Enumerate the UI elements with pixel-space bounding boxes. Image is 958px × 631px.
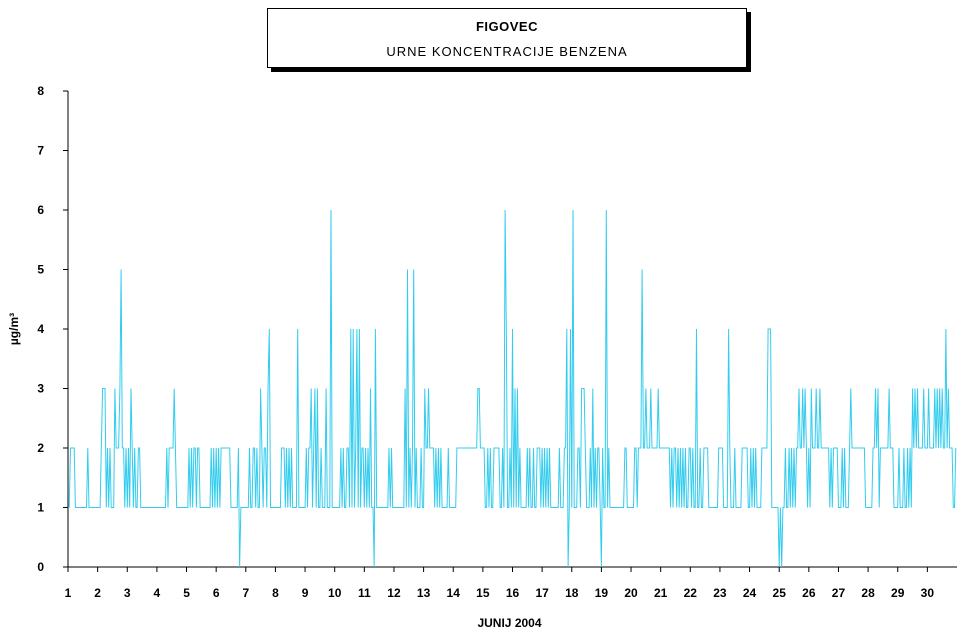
x-tick-label: 23 bbox=[713, 586, 727, 600]
y-axis-title: µg/m³ bbox=[7, 313, 21, 345]
chart-subtitle: URNE KONCENTRACIJE BENZENA bbox=[386, 44, 628, 59]
series-line-benzene bbox=[68, 209, 957, 568]
y-tick-label: 5 bbox=[37, 263, 44, 277]
x-tick-label: 19 bbox=[595, 586, 609, 600]
x-tick-label: 3 bbox=[124, 586, 131, 600]
y-tick-label: 2 bbox=[37, 441, 44, 455]
x-tick-label: 7 bbox=[242, 586, 249, 600]
x-tick-label: 10 bbox=[328, 586, 342, 600]
y-tick-label: 8 bbox=[37, 84, 44, 98]
x-tick-label: 2 bbox=[94, 586, 101, 600]
y-tick-label: 6 bbox=[37, 203, 44, 217]
x-tick-label: 15 bbox=[476, 586, 490, 600]
x-tick-label: 21 bbox=[654, 586, 668, 600]
x-tick-label: 13 bbox=[417, 586, 431, 600]
x-tick-label: 27 bbox=[832, 586, 846, 600]
x-tick-label: 24 bbox=[743, 586, 757, 600]
x-tick-label: 25 bbox=[773, 586, 787, 600]
y-tick-label: 3 bbox=[37, 382, 44, 396]
x-tick-label: 18 bbox=[565, 586, 579, 600]
x-tick-label: 14 bbox=[447, 586, 461, 600]
x-tick-label: 28 bbox=[861, 586, 875, 600]
chart-title-box: FIGOVEC URNE KONCENTRACIJE BENZENA bbox=[267, 8, 747, 68]
x-tick-label: 22 bbox=[684, 586, 698, 600]
chart-title: FIGOVEC bbox=[475, 19, 538, 34]
x-tick-label: 6 bbox=[213, 586, 220, 600]
y-axis-ticks: 0 1 2 3 4 5 6 7 8 bbox=[37, 84, 68, 574]
x-tick-label: 4 bbox=[154, 586, 161, 600]
x-tick-label: 12 bbox=[387, 586, 401, 600]
x-tick-label: 9 bbox=[302, 586, 309, 600]
x-tick-label: 16 bbox=[506, 586, 520, 600]
y-tick-label: 1 bbox=[37, 501, 44, 515]
x-tick-label: 20 bbox=[624, 586, 638, 600]
x-axis-ticks: 1 2 3 4 5 6 7 8 9 10 11 12 13 14 15 16 17 18 19 20 21 22 23 24 2… bbox=[65, 567, 935, 600]
x-tick-label: 26 bbox=[802, 586, 816, 600]
y-tick-label: 7 bbox=[37, 144, 44, 158]
x-tick-label: 17 bbox=[535, 586, 549, 600]
x-tick-label: 30 bbox=[921, 586, 935, 600]
x-tick-label: 29 bbox=[891, 586, 905, 600]
y-tick-label: 0 bbox=[37, 560, 44, 574]
x-axis-title: JUNIJ 2004 bbox=[477, 616, 541, 630]
x-tick-label: 1 bbox=[65, 586, 72, 600]
y-tick-label: 4 bbox=[37, 322, 44, 336]
x-tick-label: 11 bbox=[358, 586, 371, 600]
x-tick-label: 8 bbox=[272, 586, 279, 600]
x-tick-label: 5 bbox=[183, 586, 190, 600]
